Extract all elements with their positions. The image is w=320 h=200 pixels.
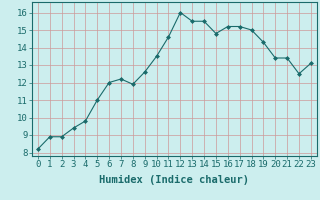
X-axis label: Humidex (Indice chaleur): Humidex (Indice chaleur) (100, 175, 249, 185)
